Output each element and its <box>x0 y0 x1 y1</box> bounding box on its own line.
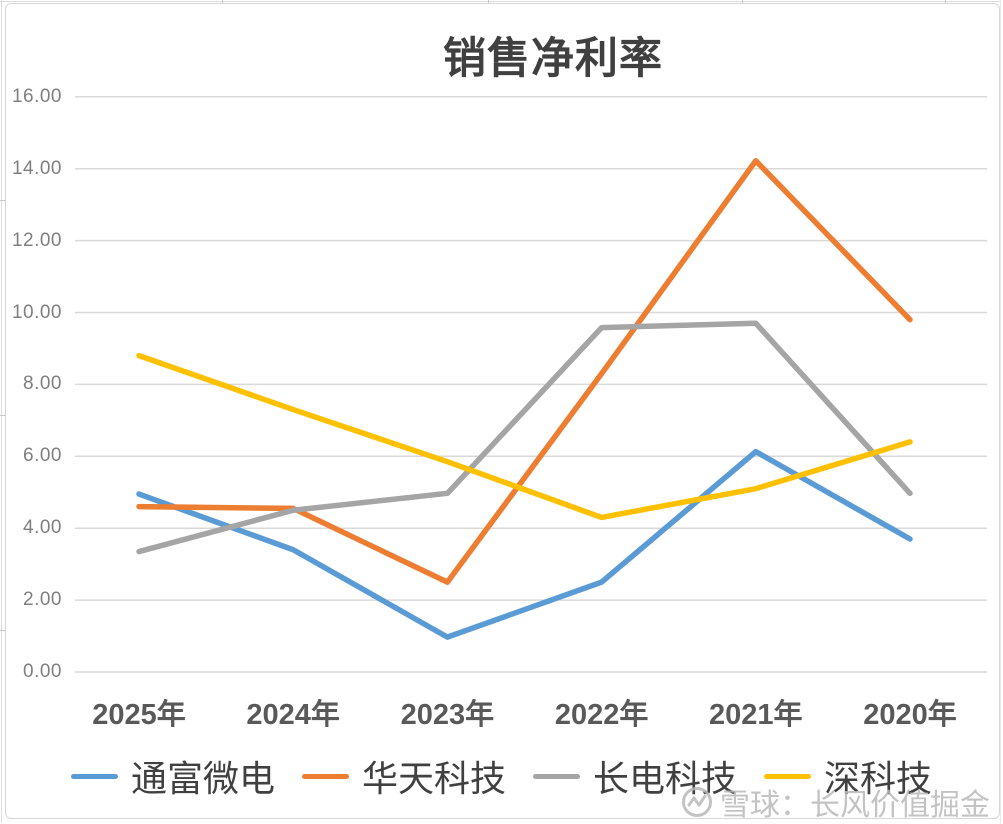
spreadsheet-gridline-right <box>1000 0 1001 823</box>
y-tick-label: 6.00 <box>23 445 62 467</box>
series-line-华天科技 <box>136 158 913 585</box>
y-tick-label: 12.00 <box>11 229 62 251</box>
y-tick-label: 0.00 <box>23 661 62 682</box>
y-tick-label: 14.00 <box>11 157 62 179</box>
legend-label: 通富微电 <box>130 759 275 799</box>
y-tick-label: 16.00 <box>11 85 62 107</box>
x-tick-label: 2023年 <box>400 699 495 731</box>
y-tick-label: 2.00 <box>23 589 62 611</box>
x-tick-label: 2024年 <box>246 699 340 731</box>
x-tick-label: 2021年 <box>709 699 803 731</box>
x-tick-label: 2025年 <box>92 699 186 731</box>
series-line-深科技 <box>136 352 913 521</box>
y-tick-label: 4.00 <box>23 517 62 539</box>
legend-item-长电科技: 长电科技 <box>533 750 737 802</box>
legend-label: 深科技 <box>824 759 933 799</box>
y-tick-label: 10.00 <box>11 301 62 323</box>
legend-line-icon <box>70 773 118 779</box>
legend-line-icon <box>301 773 349 779</box>
watermark-text: 雪球：长风价值掘金 <box>720 789 990 822</box>
legend-label: 华天科技 <box>361 759 506 799</box>
spreadsheet-row-tick <box>0 630 5 631</box>
spreadsheet-row-tick <box>0 200 5 201</box>
spreadsheet-gridline-top <box>0 1 1001 2</box>
series-line-通富微电 <box>136 448 913 640</box>
chart-title: 销售净利率 <box>443 36 663 83</box>
legend-item-华天科技: 华天科技 <box>301 750 506 802</box>
legend-label: 长电科技 <box>593 759 738 799</box>
series-line-长电科技 <box>136 320 913 555</box>
x-tick-label: 2022年 <box>554 699 649 731</box>
chart-legend: 通富微电 华天科技 长电科技 深科技 <box>0 750 1003 802</box>
watermark: 雪球：长风价值掘金 <box>681 780 990 824</box>
legend-item-通富微电: 通富微电 <box>70 750 275 802</box>
legend-item-深科技: 深科技 <box>764 750 932 802</box>
legend-line-icon <box>764 773 812 779</box>
spreadsheet-gridline-left <box>1 0 2 823</box>
legend-line-icon <box>533 773 580 779</box>
y-tick-label: 8.00 <box>23 373 62 395</box>
spreadsheet-row-tick <box>0 415 5 416</box>
x-tick-label: 2020年 <box>863 699 957 731</box>
xueqiu-logo-icon <box>681 786 713 818</box>
